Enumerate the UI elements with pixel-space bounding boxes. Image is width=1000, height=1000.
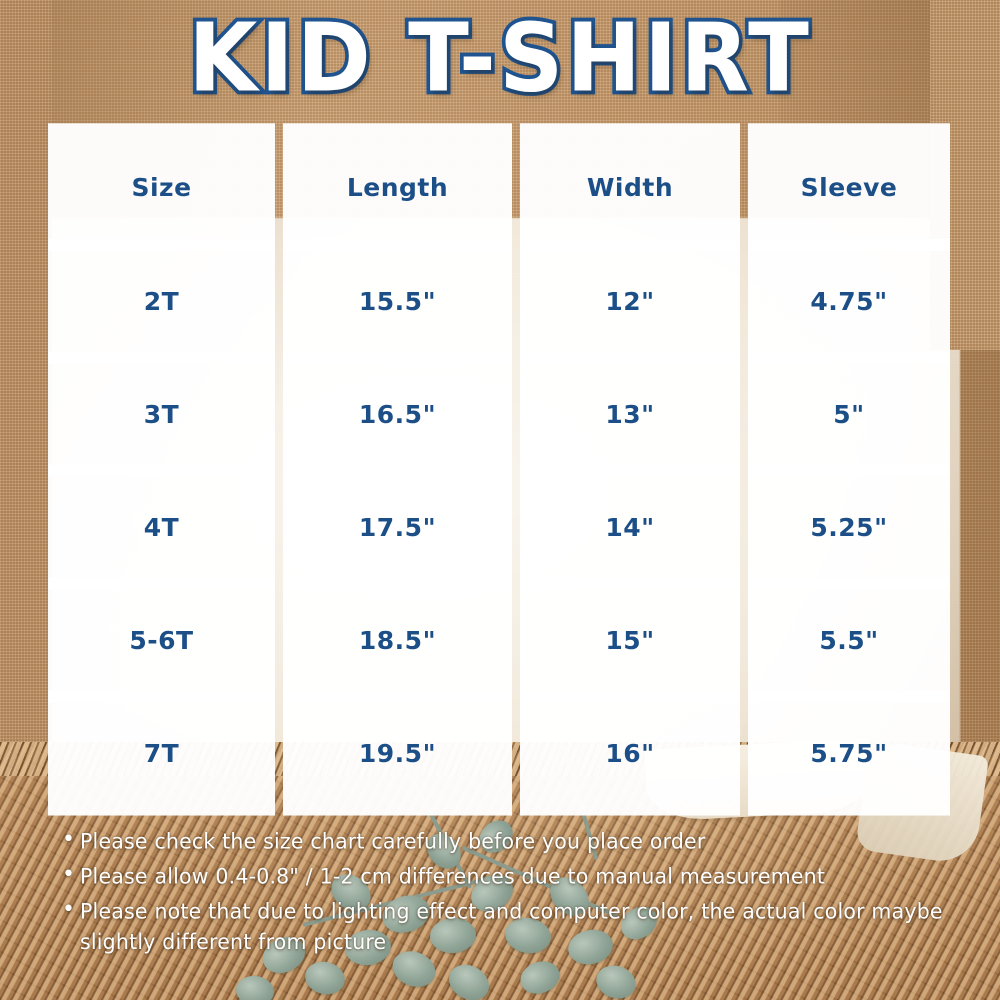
cell-sleeve: 5" — [748, 351, 950, 477]
note-item: • Please check the size chart carefully … — [62, 826, 962, 855]
cell-width: 14" — [520, 464, 740, 590]
note-text: Please allow 0.4-0.8" / 1-2 cm differenc… — [80, 863, 826, 889]
cell-sleeve: 5.75" — [748, 690, 950, 816]
cell-size: 5-6T — [48, 577, 275, 703]
notes-list: • Please check the size chart carefully … — [62, 826, 962, 960]
bullet-icon: • — [62, 827, 76, 852]
table-row: 7T 19.5" 16" 5.75" — [48, 690, 950, 816]
cell-size: 4T — [48, 464, 275, 590]
cell-sleeve: 5.25" — [748, 464, 950, 590]
cell-length: 15.5" — [283, 238, 512, 364]
note-item: • Please note that due to lighting effec… — [62, 896, 962, 954]
table-row: 3T 16.5" 13" 5" — [48, 351, 950, 477]
cell-length: 19.5" — [283, 690, 512, 816]
cell-size: 3T — [48, 351, 275, 477]
note-text: Please note that due to lighting effect … — [80, 898, 943, 955]
table-row: 4T 17.5" 14" 5.25" — [48, 464, 950, 590]
column-header-width: Width — [520, 123, 740, 251]
cell-size: 2T — [48, 238, 275, 364]
cell-sleeve: 4.75" — [748, 238, 950, 364]
column-header-size: Size — [48, 123, 275, 251]
table-row: 5-6T 18.5" 15" 5.5" — [48, 577, 950, 703]
cell-length: 18.5" — [283, 577, 512, 703]
cell-width: 12" — [520, 238, 740, 364]
table-row: 2T 15.5" 12" 4.75" — [48, 238, 950, 364]
cell-width: 15" — [520, 577, 740, 703]
cell-width: 13" — [520, 351, 740, 477]
size-chart-table: Size Length Width Sleeve 2T 15.5" 12" 4.… — [48, 123, 950, 816]
cell-length: 16.5" — [283, 351, 512, 477]
cell-length: 17.5" — [283, 464, 512, 590]
cell-sleeve: 5.5" — [748, 577, 950, 703]
page-title: KID T-SHIRT — [184, 3, 812, 113]
column-header-length: Length — [283, 123, 512, 251]
table-header-row: Size Length Width Sleeve — [48, 123, 950, 251]
cell-width: 16" — [520, 690, 740, 816]
bullet-icon: • — [62, 897, 76, 923]
bullet-icon: • — [62, 862, 76, 888]
cell-size: 7T — [48, 690, 275, 816]
column-header-sleeve: Sleeve — [748, 123, 950, 251]
page-title-container: KID T-SHIRT — [0, 5, 1000, 112]
note-item: • Please allow 0.4-0.8" / 1-2 cm differe… — [62, 861, 962, 890]
note-text: Please check the size chart carefully be… — [80, 828, 706, 854]
